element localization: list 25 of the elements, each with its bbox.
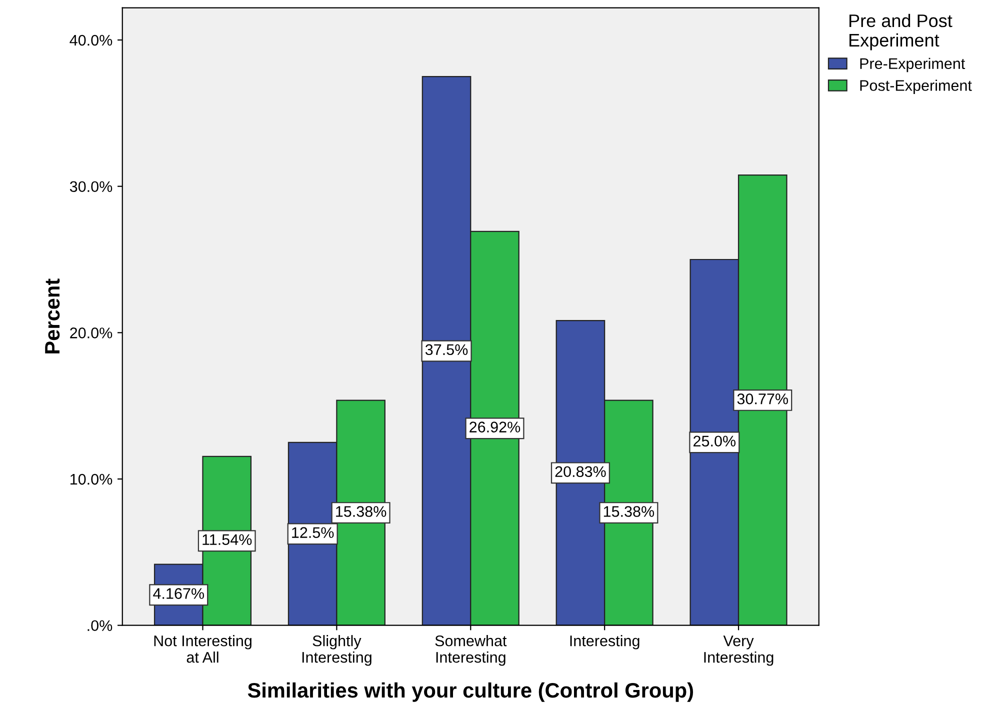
data-label: 30.77% bbox=[737, 393, 788, 404]
y-tick-label: 40.0% bbox=[70, 34, 112, 46]
y-axis-title: Percent bbox=[45, 278, 60, 354]
data-label: 4.167% bbox=[153, 588, 204, 599]
data-label: 15.38% bbox=[336, 506, 386, 517]
legend-title: Pre and Post Experiment bbox=[850, 14, 952, 50]
x-tick-label: Somewhat Interesting bbox=[435, 635, 507, 666]
x-tick-label: Slightly Interesting bbox=[302, 635, 372, 666]
data-label: 12.5% bbox=[292, 527, 334, 538]
data-label: 25.0% bbox=[694, 436, 736, 447]
x-tick-label: Not Interesting at All bbox=[154, 635, 252, 663]
y-tick-label: 10.0% bbox=[70, 474, 112, 485]
legend-label: Post-Experiment bbox=[860, 80, 972, 94]
data-label: 37.5% bbox=[425, 344, 468, 356]
x-axis-title: Similarities with your culture (Control Group) bbox=[248, 682, 694, 702]
y-tick-label: .0% bbox=[88, 620, 112, 632]
x-tick-label: Interesting bbox=[570, 635, 640, 650]
y-tick-label: 20.0% bbox=[70, 328, 112, 338]
legend-label: Pre-Experiment bbox=[860, 58, 966, 72]
data-label: 26.92% bbox=[470, 422, 520, 432]
x-tick-label: Very Interesting bbox=[704, 636, 774, 666]
data-label: 15.38% bbox=[604, 506, 654, 517]
data-label: 20.83% bbox=[555, 466, 606, 478]
data-label: 11.54% bbox=[202, 534, 252, 546]
y-tick-label: 30.0% bbox=[70, 181, 112, 192]
